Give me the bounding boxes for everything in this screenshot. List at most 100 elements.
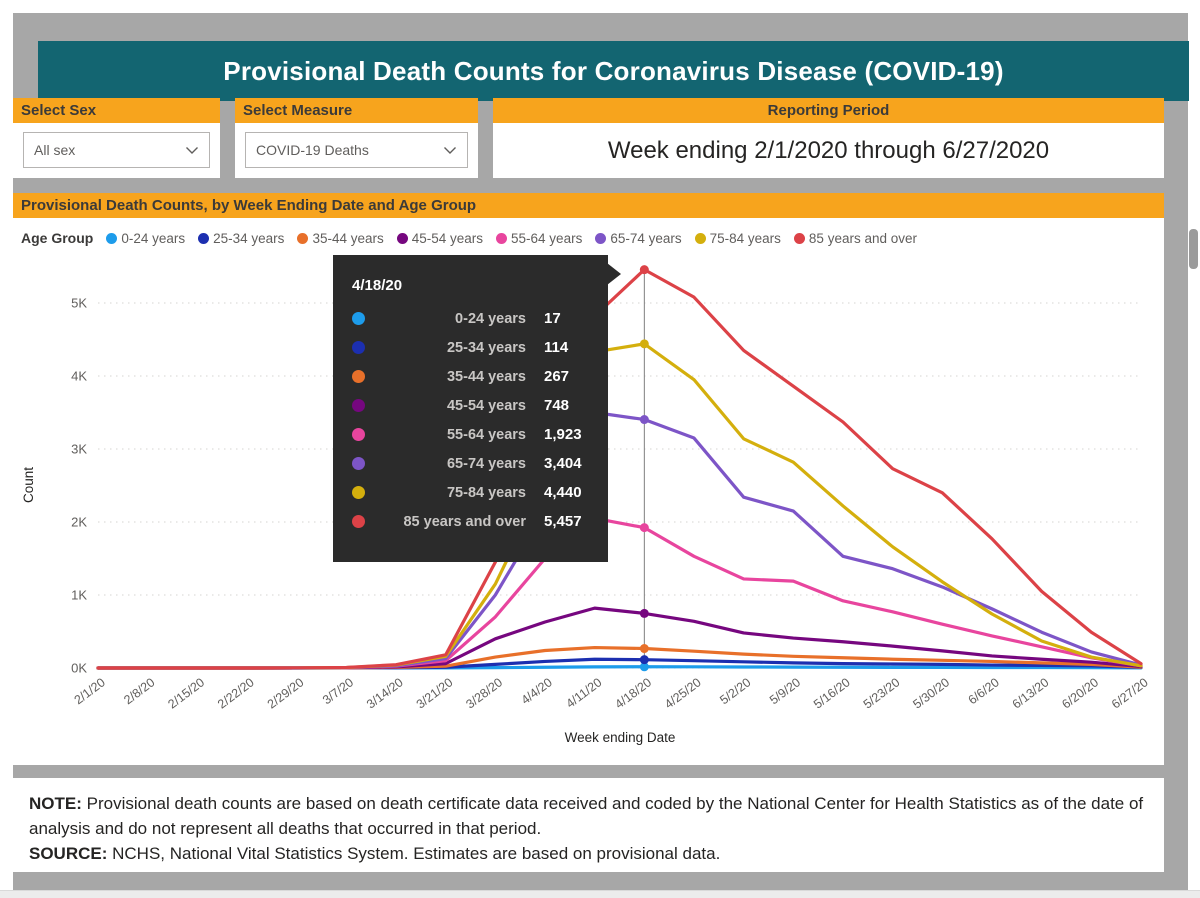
legend-item[interactable]: 55-64 years	[496, 231, 582, 246]
x-tick-label: 4/4/20	[519, 675, 555, 707]
vertical-scrollbar-thumb[interactable]	[1189, 229, 1198, 269]
tooltip-row: 45-54 years 748	[333, 391, 608, 420]
tooltip-series-label: 35-44 years	[446, 368, 526, 385]
filter-sex-header: Select Sex	[13, 98, 220, 123]
x-tick-label: 3/14/20	[364, 675, 406, 711]
measure-dropdown-value: COVID-19 Deaths	[256, 142, 369, 158]
tooltip-row: 35-44 years 267	[333, 362, 608, 391]
series-marker-dot	[639, 523, 649, 533]
legend-series-dot	[297, 232, 309, 244]
horizontal-scrollbar-track	[0, 890, 1200, 898]
tooltip-series-dot	[352, 341, 365, 354]
x-tick-label: 6/6/20	[966, 675, 1002, 707]
filter-panel-measure: Select Measure COVID-19 Deaths	[235, 98, 478, 178]
measure-dropdown[interactable]: COVID-19 Deaths	[245, 132, 468, 168]
y-axis-title: Count	[21, 467, 36, 503]
tooltip-series-label: 65-74 years	[446, 455, 526, 472]
legend-series-dot	[496, 232, 508, 244]
legend-series-label: 85 years and over	[808, 230, 917, 246]
filter-panel-sex: Select Sex All sex	[13, 98, 220, 178]
series-line[interactable]	[96, 410, 1143, 670]
legend-item[interactable]: 75-84 years	[694, 231, 781, 246]
legend-item[interactable]: 45-54 years	[396, 231, 483, 246]
legend-series-label: 55-64 years	[511, 230, 583, 246]
legend-series-label: 35-44 years	[312, 230, 384, 246]
tooltip-series-label: 45-54 years	[446, 397, 526, 414]
legend-series-label: 65-74 years	[610, 230, 682, 246]
legend-item[interactable]: 65-74 years	[595, 230, 682, 246]
series-marker-dot	[639, 655, 649, 665]
tooltip-series-dot	[352, 428, 365, 441]
y-tick-label: 5K	[71, 296, 87, 311]
tooltip-series-dot	[352, 486, 365, 499]
tooltip-series-value: 1,923	[544, 426, 582, 443]
series-marker-dot	[639, 608, 649, 618]
tooltip-row: 55-64 years 1,923	[333, 420, 608, 449]
tooltip-series-label: 0-24 years	[455, 310, 526, 327]
tooltip-row: 85 years and over 5,457	[333, 507, 608, 536]
series-line[interactable]	[96, 342, 1143, 670]
chart-tooltip: 4/18/20 0-24 years 17 25-34 years 114 35-44 …	[333, 255, 621, 562]
x-tick-label: 5/16/20	[811, 675, 853, 711]
legend-item[interactable]: 0-24 years	[106, 231, 185, 246]
legend-items: 0-24 years 25-34 years 35-44 years 45-54 ye…	[106, 231, 917, 246]
legend-item[interactable]: 35-44 years	[297, 230, 384, 246]
x-tick-label: 2/22/20	[215, 675, 257, 711]
tooltip-series-value: 267	[544, 368, 570, 385]
x-tick-label: 6/13/20	[1010, 675, 1052, 711]
x-tick-label: 6/27/20	[1109, 675, 1151, 711]
chart-body: 0K 1K 2K 3K 4K 5K 2/1/20 2/8/20 2/15/20 2/22/20 2/…	[13, 218, 1164, 765]
line-chart[interactable]: 0K 1K 2K 3K 4K 5K 2/1/20 2/8/20 2/15/20 2/22/20 2/…	[13, 218, 1164, 765]
x-tick-label: 4/25/20	[662, 675, 704, 711]
tooltip-series-label: 75-84 years	[446, 484, 526, 501]
x-tick-label: 4/11/20	[563, 675, 604, 711]
y-tick-label: 1K	[71, 588, 87, 603]
y-tick-label: 2K	[71, 515, 87, 530]
reporting-period-panel: Reporting Period Week ending 2/1/2020 th…	[493, 98, 1164, 178]
chart-title: Provisional Death Counts, by Week Ending…	[13, 193, 1164, 218]
legend-item[interactable]: 25-34 years	[198, 231, 284, 246]
tooltip-series-dot	[352, 457, 365, 470]
legend-item[interactable]: 85 years and over	[793, 230, 917, 246]
tooltip-series-dot	[352, 312, 365, 325]
x-tick-label: 4/18/20	[612, 675, 654, 711]
tooltip-row: 25-34 years 114	[333, 333, 608, 362]
filter-measure-header: Select Measure	[235, 98, 478, 123]
chart-legend: Age Group 0-24 years 25-34 years 35-44 yea…	[21, 230, 917, 246]
tooltip-series-dot	[352, 399, 365, 412]
series-marker-dot	[639, 415, 649, 425]
tooltip-series-label: 25-34 years	[446, 339, 526, 356]
tooltip-row: 0-24 years 17	[333, 304, 608, 333]
sex-dropdown[interactable]: All sex	[23, 132, 210, 168]
series-line[interactable]	[96, 268, 1143, 670]
series-marker-dot	[639, 339, 649, 349]
x-tick-label: 2/29/20	[265, 675, 307, 711]
x-tick-label: 5/30/20	[910, 675, 952, 711]
legend-series-dot	[198, 232, 210, 244]
x-tick-label: 3/7/20	[320, 675, 356, 707]
tooltip-series-dot	[352, 370, 365, 383]
legend-title: Age Group	[21, 230, 94, 246]
legend-series-dot	[595, 232, 607, 244]
tooltip-series-value: 5,457	[544, 513, 582, 530]
chevron-down-icon	[186, 146, 198, 154]
legend-series-dot	[793, 232, 805, 244]
note-text: NOTE: Provisional death counts are based…	[29, 794, 1144, 838]
tooltip-series-value: 4,440	[544, 484, 582, 501]
note-panel: NOTE: Provisional death counts are based…	[13, 778, 1164, 872]
tooltip-series-dot	[352, 515, 365, 528]
tooltip-row: 75-84 years 4,440	[333, 478, 608, 507]
x-tick-label: 3/28/20	[463, 675, 505, 711]
x-tick-label: 2/1/20	[72, 675, 108, 707]
tooltip-date: 4/18/20	[352, 277, 403, 294]
chevron-down-icon	[444, 146, 456, 154]
x-tick-label: 2/8/20	[121, 675, 157, 707]
series-line[interactable]	[96, 516, 1143, 670]
x-tick-label: 5/2/20	[717, 675, 753, 707]
dashboard-title-bar: Provisional Death Counts for Coronavirus…	[38, 41, 1189, 101]
dashboard-canvas: Provisional Death Counts for Coronavirus…	[13, 13, 1189, 890]
x-tick-label: 3/21/20	[414, 675, 456, 711]
page-title: Provisional Death Counts for Coronavirus…	[223, 55, 1004, 86]
series-marker-dot	[639, 265, 649, 275]
tooltip-row: 65-74 years 3,404	[333, 449, 608, 478]
